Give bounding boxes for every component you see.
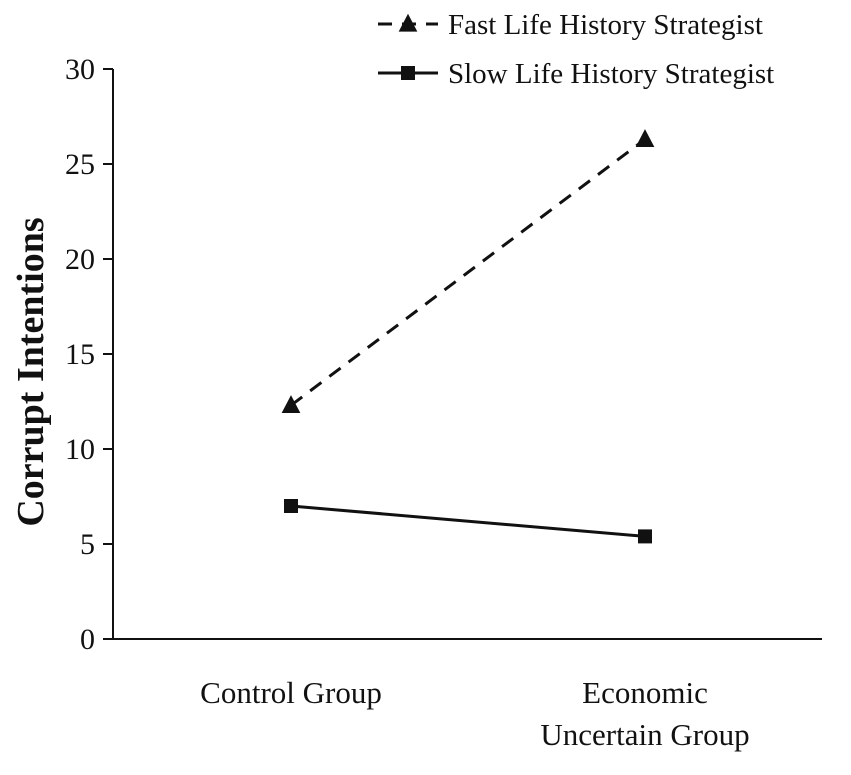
x-category-label-line: Control Group [200,675,382,710]
y-tick-label: 20 [65,243,95,276]
y-tick-label: 25 [65,148,95,181]
x-category-label: Economic Uncertain Group [540,675,749,752]
series-line-2 [290,504,646,538]
series-point-triangle [281,395,301,413]
series-point-square [284,499,298,513]
legend-label: Slow Life History Strategist [448,58,774,90]
axes [112,69,822,640]
series-point-triangle [635,129,655,147]
legend-marker-triangle [398,13,418,32]
x-axis-categories: Control Group Economic Uncertain Group [200,675,749,752]
y-axis-ticks: 0 5 10 15 20 25 30 [65,53,113,656]
series-line-1 [290,138,646,407]
legend-label: Fast Life History Strategist [448,9,763,41]
legend-marker-square [401,66,415,80]
series [281,129,655,544]
y-tick-label: 30 [65,53,95,86]
y-axis-title: Corrupt Intentions [10,217,52,526]
y-tick-label: 15 [65,338,95,371]
y-tick-label: 5 [80,528,95,561]
x-category-label: Control Group [200,675,382,710]
y-tick-label: 0 [80,623,95,656]
series-point-square [638,529,652,544]
x-category-label-line: Economic [582,675,708,710]
x-category-label-line: Uncertain Group [540,717,749,752]
y-tick-label: 10 [65,433,95,466]
legend: Fast Life History Strategist Slow Life Hi… [378,9,774,90]
